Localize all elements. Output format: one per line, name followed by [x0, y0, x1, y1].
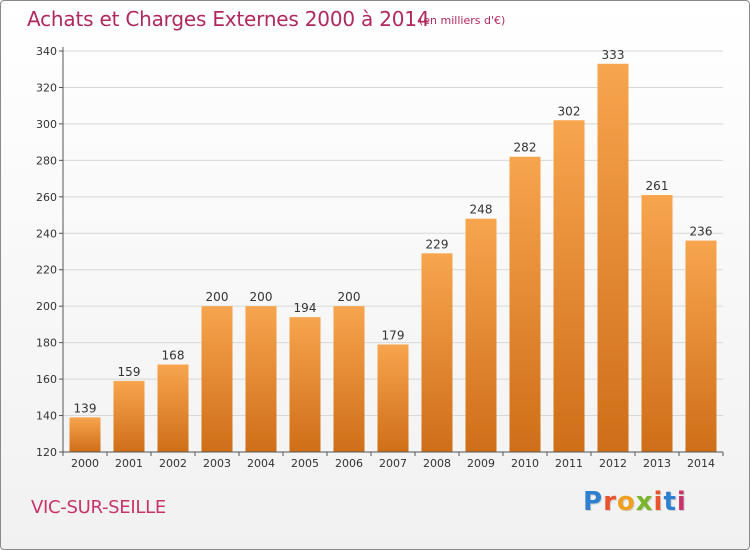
logo-letter: t [663, 487, 677, 517]
logo-letter: r [603, 487, 617, 517]
x-tick-label: 2002 [159, 457, 187, 470]
bar [509, 156, 541, 452]
y-tick-label: 340 [36, 45, 57, 58]
data-label: 248 [470, 203, 493, 217]
y-tick-label: 180 [36, 337, 57, 350]
x-tick-label: 2001 [115, 457, 143, 470]
x-tick-label: 2007 [379, 457, 407, 470]
data-label: 333 [602, 48, 625, 62]
y-tick-label: 140 [36, 410, 57, 423]
x-tick-label: 2006 [335, 457, 363, 470]
data-label: 200 [206, 290, 229, 304]
x-tick-label: 2008 [423, 457, 451, 470]
data-label: 194 [294, 301, 317, 315]
bar [553, 120, 585, 452]
data-label: 282 [514, 141, 537, 155]
data-label: 179 [382, 328, 405, 342]
bar [333, 306, 365, 452]
logo-letter: i [653, 487, 664, 517]
logo-letter: x [635, 487, 654, 517]
logo-letter: o [616, 487, 636, 517]
chart-unit: (en milliers d'€) [419, 14, 506, 27]
logo-letter: P [583, 487, 604, 517]
bar [201, 306, 233, 452]
bar [377, 344, 409, 452]
place-name: VIC-SUR-SEILLE [31, 497, 166, 518]
proxiti-logo[interactable]: Proxiti [583, 487, 687, 517]
x-tick-label: 2000 [71, 457, 99, 470]
bar [597, 63, 629, 452]
x-tick-label: 2013 [643, 457, 671, 470]
bar [685, 240, 717, 452]
x-tick-label: 2010 [511, 457, 539, 470]
bar [421, 253, 453, 452]
x-tick-label: 2011 [555, 457, 583, 470]
y-tick-label: 300 [36, 118, 57, 131]
bar [113, 380, 145, 452]
x-tick-label: 2003 [203, 457, 231, 470]
y-tick-label: 200 [36, 300, 57, 313]
data-label: 236 [690, 225, 713, 239]
x-tick-label: 2014 [687, 457, 715, 470]
data-label: 261 [646, 179, 669, 193]
y-tick-label: 120 [36, 446, 57, 459]
bar [157, 364, 189, 452]
y-tick-label: 160 [36, 373, 57, 386]
data-label: 229 [426, 237, 449, 251]
y-tick-label: 280 [36, 154, 57, 167]
bar [245, 306, 277, 452]
y-tick-label: 240 [36, 227, 57, 240]
data-label: 200 [250, 290, 273, 304]
bar [69, 417, 101, 452]
bar [641, 194, 673, 452]
x-tick-label: 2004 [247, 457, 275, 470]
data-label: 168 [162, 349, 185, 363]
bar [465, 218, 497, 452]
data-label: 200 [338, 290, 361, 304]
logo-letter: i [676, 487, 687, 517]
data-label: 139 [74, 401, 97, 415]
x-tick-label: 2012 [599, 457, 627, 470]
chart-title: Achats et Charges Externes 2000 à 2014 [27, 7, 430, 31]
y-tick-label: 220 [36, 264, 57, 277]
x-tick-label: 2005 [291, 457, 319, 470]
y-tick-label: 260 [36, 191, 57, 204]
bar [289, 317, 321, 452]
data-label: 159 [118, 365, 141, 379]
x-tick-label: 2009 [467, 457, 495, 470]
data-label: 302 [558, 104, 581, 118]
y-tick-label: 320 [36, 81, 57, 94]
